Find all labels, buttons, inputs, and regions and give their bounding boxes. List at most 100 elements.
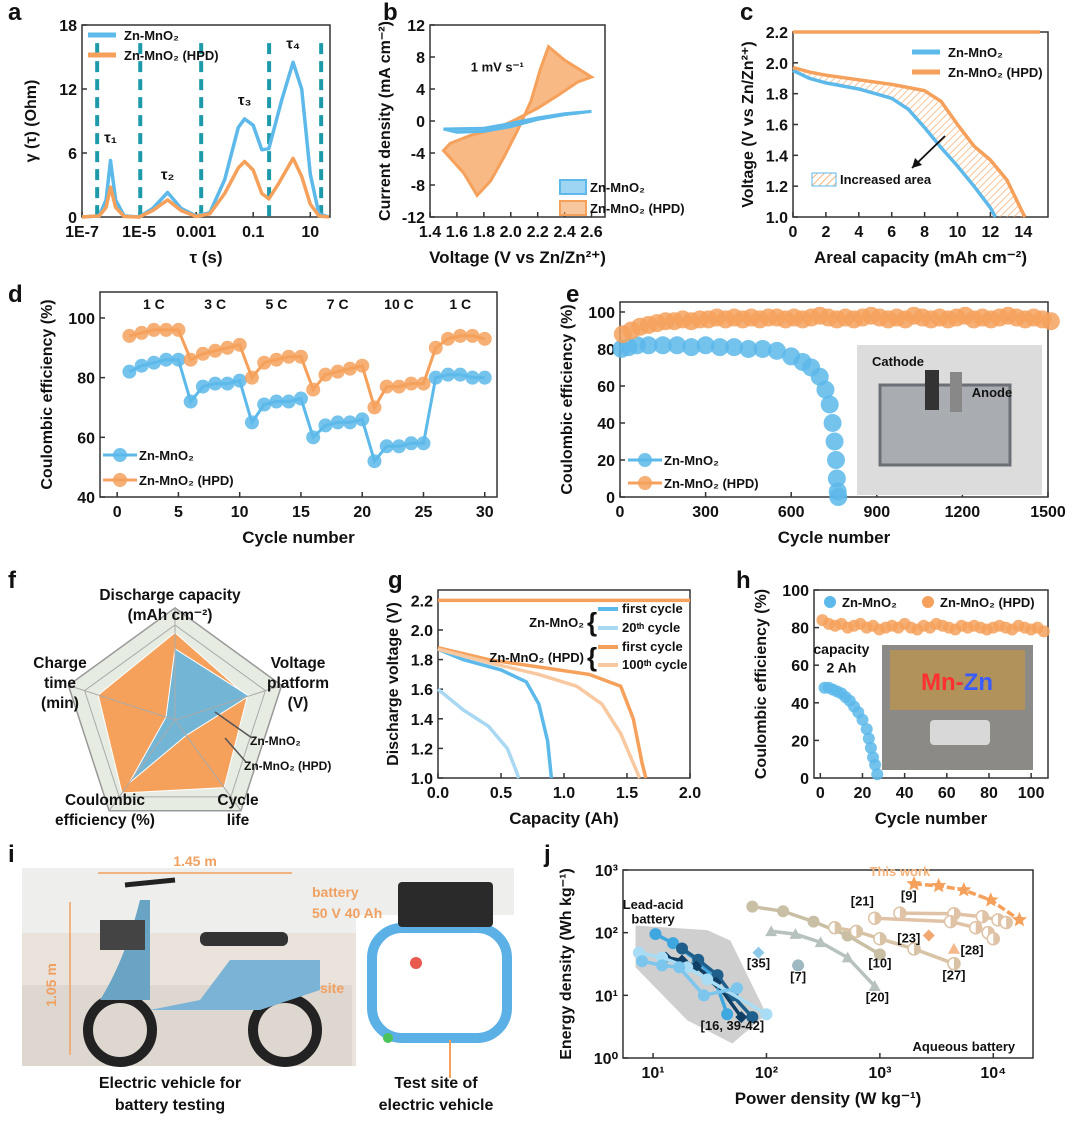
data-point	[725, 338, 744, 357]
data-point	[195, 379, 210, 394]
data-point	[281, 394, 296, 409]
marker-half	[975, 921, 982, 934]
data-point	[416, 436, 431, 451]
x-tick-label: 0	[816, 785, 825, 802]
x-tick-label: 1E-5	[122, 224, 156, 241]
data-point	[134, 358, 149, 373]
data-point	[355, 358, 370, 373]
y-tick-label: 60	[77, 430, 95, 447]
series-label: Aqueous battery	[913, 1039, 1016, 1054]
data-point	[171, 352, 186, 367]
data-point	[701, 973, 714, 986]
marker-half	[879, 932, 886, 945]
legend-label: Zn-MnO₂ (HPD)	[948, 65, 1043, 80]
x-tick-label: 2.6	[580, 224, 602, 241]
annotation: 2 Ah	[826, 660, 856, 676]
series-label: This work	[870, 864, 931, 879]
x-tick-label: 10	[301, 224, 319, 241]
data-point	[220, 376, 235, 391]
panel-e: 0 300 600 900 1200 1500 0 20 40 60 80 100 Cycle numb…	[559, 301, 1066, 547]
series-label: [21]	[851, 894, 874, 909]
x-tick-label: 1.6	[446, 224, 468, 241]
x-axis-label: Cycle number	[242, 528, 355, 547]
data-point	[731, 982, 744, 995]
series-label: [9]	[901, 888, 917, 903]
data-point	[440, 331, 455, 346]
data-point	[816, 380, 835, 399]
panel-a: 1E-7 1E-5 0.001 0.1 10 0 6 12 18 τ (s) γ (τ) (Ohm)…	[23, 18, 331, 267]
y-tick-label: 100	[782, 583, 809, 600]
data-point	[477, 370, 492, 385]
y-axis-label: Energy density (Wh kg⁻¹)	[558, 868, 575, 1060]
radar-spoke	[108, 719, 176, 811]
data-point	[208, 376, 223, 391]
legend-marker	[922, 596, 934, 608]
data-point	[159, 322, 174, 337]
brace: {	[587, 642, 597, 672]
battery-box	[398, 882, 493, 927]
x-axis-label: Power density (W kg⁻¹)	[735, 1089, 922, 1108]
legend-marker	[113, 473, 127, 487]
led-text: Mn-Zn	[921, 669, 993, 696]
x-tick-label: 600	[778, 504, 805, 521]
data-point	[1041, 312, 1060, 331]
data-point	[465, 328, 480, 343]
series-label: battery	[631, 912, 675, 927]
legend-group-label: Zn-MnO₂	[529, 615, 584, 630]
x-tick-label: 2.4	[553, 224, 575, 241]
y-tick-label: 0	[416, 114, 425, 131]
battery-label: battery	[312, 884, 359, 900]
y-tick-label: 1.6	[766, 118, 788, 135]
x-tick-label: 1.5	[616, 785, 638, 802]
x-tick-label: 2.0	[679, 785, 701, 802]
legend-label: first cycle	[622, 639, 683, 654]
data-point	[367, 454, 382, 469]
radar-axis-label: Coulombic	[65, 792, 145, 809]
data-point	[379, 439, 394, 454]
data-point	[257, 397, 272, 412]
marker-half	[899, 907, 906, 920]
x-tick-label: 1.0	[553, 785, 575, 802]
series-line	[128, 358, 485, 465]
data-point	[746, 1011, 759, 1024]
seat	[200, 932, 288, 946]
data-point	[416, 376, 431, 391]
handlebar	[124, 877, 176, 888]
series-line	[437, 645, 648, 779]
x-axis-label: Cycle number	[778, 528, 891, 547]
panel-letter-j: j	[543, 841, 551, 868]
y-tick-label: 1.0	[411, 771, 433, 788]
panel-letter-h: h	[736, 567, 751, 594]
y-tick-label: 2.0	[766, 56, 788, 73]
data-point	[823, 413, 842, 432]
radar-spoke	[68, 684, 176, 721]
data-point	[820, 395, 839, 414]
peak-label: τ₃	[238, 92, 252, 109]
x-tick-label: 0	[113, 504, 122, 521]
panel-letter-i: i	[8, 841, 15, 868]
data-point	[453, 367, 468, 382]
x-tick-label: 2.0	[500, 224, 522, 241]
x-tick-label: 1500	[1030, 504, 1066, 521]
data-point	[306, 430, 321, 445]
marker-half	[914, 942, 921, 955]
data-point	[1037, 625, 1050, 638]
radar-axis-label: (min)	[41, 695, 79, 712]
y-tick-label: 40	[791, 696, 809, 713]
caption-site: electric vehicle	[379, 1097, 494, 1114]
panel-g: 0.0 0.5 1.0 1.5 2.0 1.0 1.2 1.4 1.6 1.8 2.0 2.2 Capa…	[385, 589, 701, 828]
x-tick-label: 100	[1018, 785, 1045, 802]
data-point	[746, 900, 759, 913]
y-tick-label: 1.4	[411, 712, 433, 729]
annotation: 3 C	[204, 296, 226, 312]
data-point	[710, 338, 729, 357]
data-point	[453, 328, 468, 343]
radar-spoke	[174, 684, 282, 721]
y-tick-label: 12	[407, 18, 425, 35]
legend-swatch	[559, 200, 587, 216]
y-axis-label: Coulombic efficiency (%)	[39, 299, 56, 489]
x-tick-label: 0.001	[176, 224, 216, 241]
y-tick-label: 60	[791, 658, 809, 675]
series-line	[792, 68, 997, 218]
legend-group-label: Zn-MnO₂ (HPD)	[489, 650, 584, 665]
